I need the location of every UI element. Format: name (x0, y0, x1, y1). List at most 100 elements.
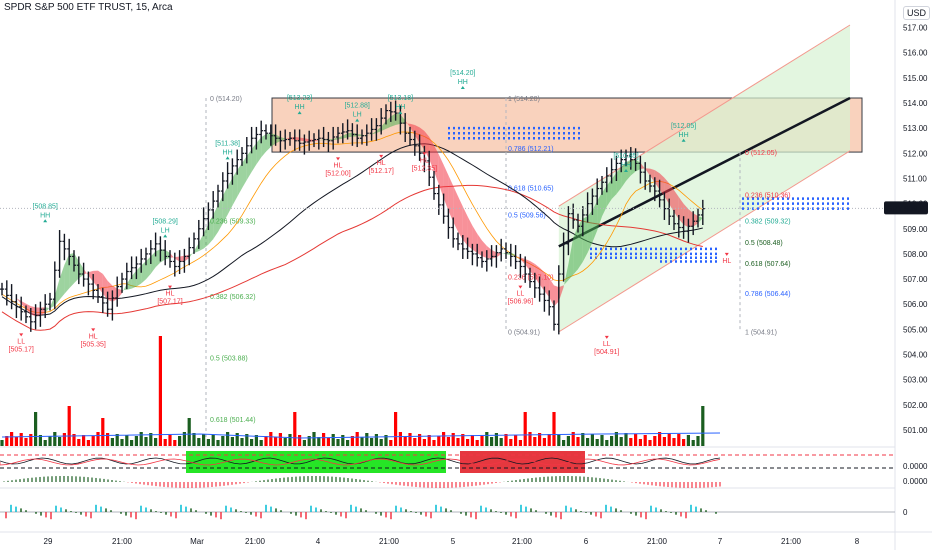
trend-cloud (150, 251, 156, 274)
trend-cloud (117, 288, 122, 300)
volume-bar (0, 440, 4, 446)
price-tick: 506.00 (903, 300, 928, 309)
trend-cloud (261, 134, 266, 158)
volume-bar (336, 439, 340, 446)
osc-axis-label: 0.0000 (903, 477, 928, 486)
trend-cloud (107, 280, 113, 302)
trend-cloud (621, 162, 626, 189)
trend-cloud (626, 159, 631, 181)
fib-left-label: 0.382 (506.32) (210, 294, 256, 301)
time-tick: 21:00 (379, 537, 400, 546)
volume-bar (14, 437, 18, 446)
trend-cloud (299, 137, 305, 142)
volume-bar (528, 432, 532, 446)
trend-cloud (477, 233, 482, 257)
volume-bar (538, 433, 542, 446)
trend-cloud (141, 261, 146, 284)
volume-bar (235, 433, 239, 446)
swing-type-label: HL (166, 291, 175, 298)
volume-bar (365, 433, 369, 446)
swing-type-label: HL (334, 162, 343, 169)
trend-cloud (122, 283, 127, 294)
volume-bar (427, 435, 431, 446)
trend-cloud (285, 137, 290, 140)
swing-type-label: LH (161, 227, 170, 234)
swing-arrow (422, 152, 427, 156)
trend-cloud (496, 252, 502, 258)
swing-arrow (518, 285, 523, 289)
volume-bar (206, 439, 210, 446)
time-tick: 21:00 (647, 537, 668, 546)
trend-cloud (371, 131, 377, 135)
fib-left-label: 0 (514.20) (210, 96, 242, 103)
fib-right-label: 0.5 (508.48) (745, 240, 783, 247)
volume-bar (590, 434, 594, 446)
trend-cloud (270, 133, 276, 148)
trend-cloud (50, 295, 55, 309)
volume-bar (288, 434, 292, 446)
volume-bar (331, 434, 335, 446)
volume-bar (422, 439, 426, 446)
volume-bar (490, 437, 494, 446)
volume-bar (158, 336, 162, 446)
time-tick: 8 (855, 537, 860, 546)
trend-cloud (544, 272, 550, 298)
trend-cloud (669, 183, 674, 213)
trend-cloud (218, 195, 223, 233)
volume-bar (211, 435, 215, 446)
trend-cloud (419, 127, 425, 150)
volume-bar (686, 435, 690, 446)
volume-bar (62, 433, 66, 446)
volume-bar (269, 432, 273, 446)
volume-bar (571, 432, 575, 446)
volume-bar (144, 437, 148, 446)
swing-price-label: [511.38] (215, 140, 240, 147)
volume-bar (379, 439, 383, 446)
trend-cloud (678, 196, 684, 225)
volume-bar (168, 435, 172, 446)
fib-mid-label: 0.786 (512.21) (508, 146, 554, 153)
trend-cloud (443, 164, 449, 211)
volume-bar (48, 436, 52, 446)
trend-cloud (30, 306, 36, 317)
swing-arrow (225, 156, 230, 160)
swing-type-label: HH (40, 212, 50, 219)
volume-bar (230, 437, 234, 446)
time-tick: Mar (190, 537, 204, 546)
price-tick: 501.00 (903, 426, 928, 435)
volume-bar (446, 437, 450, 446)
price-tick: 508.00 (903, 250, 928, 259)
volume-bar (130, 440, 134, 446)
trend-cloud (98, 270, 103, 294)
trend-cloud (170, 252, 175, 259)
trend-cloud (352, 132, 358, 137)
volume-bar (350, 436, 354, 446)
trend-cloud (342, 133, 348, 139)
volume-bar (240, 438, 244, 446)
trend-cloud (222, 186, 228, 224)
trend-cloud (357, 133, 362, 137)
fib-right-label: 0.786 (506.44) (745, 291, 791, 298)
volume-bar (91, 436, 95, 446)
trend-cloud (698, 216, 703, 224)
trend-cloud (184, 254, 190, 262)
time-tick: 7 (718, 537, 723, 546)
volume-bar (389, 440, 393, 446)
trend-cloud (246, 149, 252, 180)
trend-cloud (45, 307, 50, 313)
currency-badge[interactable]: USD (903, 6, 931, 20)
volume-bar (451, 433, 455, 446)
volume-bar (115, 434, 119, 446)
trend-cloud (294, 136, 300, 141)
volume-bar (398, 432, 402, 446)
price-tick: 509.00 (903, 225, 928, 234)
volume-bar (552, 412, 556, 446)
volume-ma (1, 432, 721, 439)
swing-type-label: LL (603, 341, 611, 348)
trend-cloud (155, 249, 161, 268)
volume-bar (624, 433, 628, 446)
volume-bar (504, 434, 508, 446)
fib-mid-label: 0 (504.91) (508, 330, 540, 337)
swing-price-label: [506.96] (508, 299, 533, 306)
